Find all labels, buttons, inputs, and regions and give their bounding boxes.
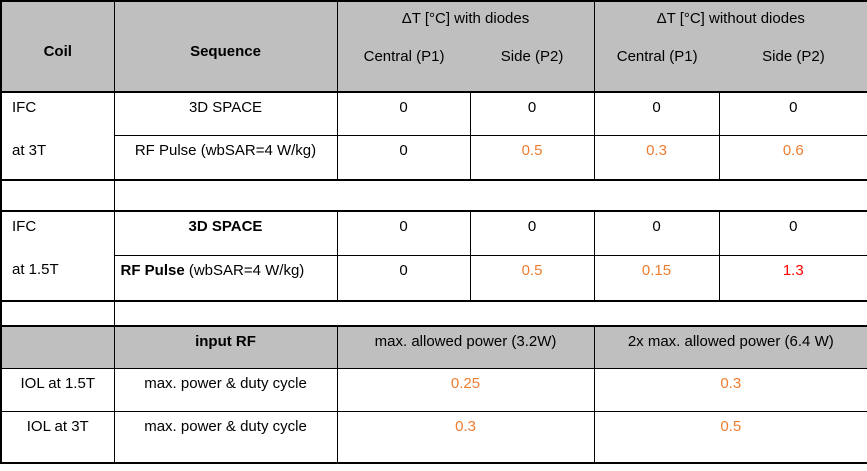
table-row-15t-rfpulse: RF Pulse (wbSAR=4 W/kg) 0 0.5 0.15 1.3 bbox=[1, 254, 867, 302]
value-cell: 0.5 bbox=[469, 254, 595, 302]
coil-cell-iol-3t: IOL at 3T bbox=[0, 410, 115, 464]
value-cell-2x-power: 0.3 bbox=[593, 367, 867, 412]
table-row-iol-15t: IOL at 1.5T max. power & duty cycle 0.25… bbox=[0, 367, 867, 412]
value-cell: 0 bbox=[469, 91, 595, 136]
value-cell-2x-power: 0.5 bbox=[593, 410, 867, 464]
value-cell-max-power: 0.25 bbox=[336, 367, 595, 412]
value-cell: 0 bbox=[336, 254, 471, 302]
value-cell: 0 bbox=[593, 210, 720, 256]
table-row-15t-3dspace: IFC at 1.5T 3D SPACE 0 0 0 0 bbox=[0, 210, 867, 302]
separator-row bbox=[0, 179, 867, 212]
subheader-row-with-diodes: Central (P1) Side (P2) bbox=[338, 48, 593, 65]
sequence-cell-3t-rfpulse: RF Pulse (wbSAR=4 W/kg) bbox=[113, 134, 338, 181]
table-row-3t-3dspace: IFC at 3T 3D SPACE 0 0 0 0 bbox=[0, 91, 867, 181]
value-cell: 1.3 bbox=[718, 254, 867, 302]
sequence-cell-3t-3dspace: 3D SPACE bbox=[113, 91, 338, 136]
value-cell: 0.6 bbox=[718, 134, 867, 181]
group-header-without-diodes: ΔT [°C] without diodes Central (P1) Side… bbox=[593, 0, 867, 93]
coil-cell-ifc-3t: IFC at 3T bbox=[0, 91, 115, 181]
separator-cell-wide bbox=[113, 300, 867, 327]
value-cell: 0 bbox=[336, 91, 471, 136]
power-header-row: input RF max. allowed power (3.2W) 2x ma… bbox=[0, 325, 867, 369]
group-title-with-diodes: ΔT [°C] with diodes bbox=[401, 10, 530, 27]
value-cell: 0 bbox=[469, 210, 595, 256]
col-header-input-rf: input RF bbox=[113, 325, 338, 369]
col-header-sequence: Sequence bbox=[113, 0, 338, 93]
col-header-side-p2-with: Side (P2) bbox=[500, 48, 564, 65]
sequence-regular-part: (wbSAR=4 W/kg) bbox=[184, 261, 305, 279]
col-header-coil: Coil bbox=[0, 0, 115, 93]
group-header-with-diodes: ΔT [°C] with diodes Central (P1) Side (P… bbox=[336, 0, 595, 93]
col-header-max-power: max. allowed power (3.2W) bbox=[336, 325, 595, 369]
col-header-central-p1-with: Central (P1) bbox=[363, 48, 445, 65]
coil-label-at-3t: at 3T bbox=[12, 142, 47, 159]
col-header-side-p2-without: Side (P2) bbox=[762, 48, 825, 65]
sequence-cell-iol-3t: max. power & duty cycle bbox=[113, 410, 338, 464]
col-header-central-p1-without: Central (P1) bbox=[616, 48, 698, 65]
value-cell: 0.15 bbox=[593, 254, 720, 302]
separator-cell-left bbox=[0, 300, 115, 327]
coil-cell-iol-15t: IOL at 1.5T bbox=[0, 367, 115, 412]
sequence-cell-iol-15t: max. power & duty cycle bbox=[113, 367, 338, 412]
group-title-without-diodes: ΔT [°C] without diodes bbox=[656, 10, 805, 27]
coil-label-ifc: IFC bbox=[12, 99, 37, 116]
separator-cell-left bbox=[0, 179, 115, 212]
table-row-3t-rfpulse: RF Pulse (wbSAR=4 W/kg) 0 0.5 0.3 0.6 bbox=[1, 134, 867, 181]
coil-label-at-15t: at 1.5T bbox=[12, 261, 59, 278]
table-header-row: Coil Sequence ΔT [°C] with diodes Centra… bbox=[0, 0, 867, 93]
sequence-bold-part: RF Pulse bbox=[120, 261, 185, 279]
col-header-2x-max-power: 2x max. allowed power (6.4 W) bbox=[593, 325, 867, 369]
value-cell: 0.3 bbox=[593, 134, 720, 181]
coil-cell-ifc-15t: IFC at 1.5T bbox=[0, 210, 115, 302]
value-cell: 0 bbox=[593, 91, 720, 136]
sequence-cell-15t-rfpulse: RF Pulse (wbSAR=4 W/kg) bbox=[113, 254, 338, 302]
value-cell: 0 bbox=[718, 210, 867, 256]
coil-label-ifc: IFC bbox=[12, 218, 37, 235]
separator-row bbox=[0, 300, 867, 327]
table-row-iol-3t: IOL at 3T max. power & duty cycle 0.3 0.… bbox=[0, 410, 867, 464]
value-cell: 0.5 bbox=[469, 134, 595, 181]
value-cell: 0 bbox=[336, 210, 471, 256]
separator-cell-wide bbox=[113, 179, 867, 212]
power-header-empty-cell bbox=[0, 325, 115, 369]
sequence-cell-15t-3dspace: 3D SPACE bbox=[113, 210, 338, 256]
value-cell: 0 bbox=[336, 134, 471, 181]
subheader-row-without-diodes: Central (P1) Side (P2) bbox=[595, 48, 867, 65]
value-cell: 0 bbox=[718, 91, 867, 136]
value-cell-max-power: 0.3 bbox=[336, 410, 595, 464]
